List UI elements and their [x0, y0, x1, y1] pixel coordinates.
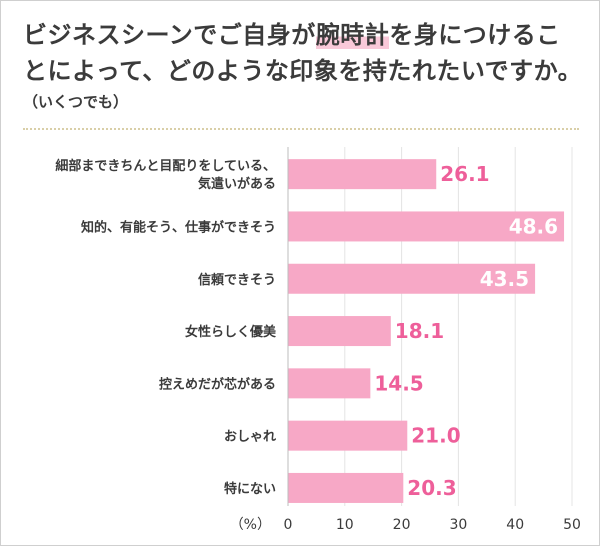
x-tick-label-3: 30	[449, 517, 467, 533]
category-label-0-line-0: 細部まできちんと目配りをしている、	[55, 158, 276, 174]
title-part-1: ビジネスシーンでご自身が	[23, 21, 316, 49]
bar-value-label-3: 18.1	[395, 319, 444, 343]
x-tick-label-1: 10	[336, 517, 354, 533]
category-label-1: 知的、有能そう、仕事ができそう	[81, 219, 276, 235]
bar-value-label-5: 21.0	[411, 424, 460, 448]
x-tick-label-4: 40	[506, 517, 524, 533]
bar-0	[288, 159, 437, 190]
bar-value-label-6: 20.3	[407, 476, 456, 500]
bar-5	[288, 420, 408, 451]
category-label-2: 信頼できそう	[198, 272, 276, 288]
chart-title: ビジネスシーンでご自身が腕時計を身につけることによって、どのような印象を持たれた…	[23, 17, 583, 89]
category-label-3: 女性らしく優美	[185, 324, 277, 340]
x-axis-unit-label: （%）	[230, 517, 271, 533]
title-divider	[23, 128, 579, 130]
bar-4	[288, 368, 371, 399]
x-tick-label-0: 0	[284, 517, 293, 533]
bar-value-label-4: 14.5	[374, 371, 423, 395]
chart-subtitle: （いくつでも）	[23, 93, 129, 111]
bar-2	[288, 263, 536, 294]
bar-value-label-1: 48.6	[509, 214, 558, 238]
x-tick-label-5: 50	[563, 517, 581, 533]
title-part-2: を身につけることによって、どのような印象を持たれたいですか。	[23, 21, 583, 85]
category-label-0-line-1: 気遣いがある	[198, 176, 276, 192]
bar-6	[288, 472, 404, 503]
category-label-5: おしゃれ	[224, 430, 276, 445]
category-label-6: 特にない	[224, 481, 276, 497]
bar-3	[288, 316, 391, 347]
category-label-4: 控えめだが芯がある	[159, 376, 276, 392]
title-highlight: 腕時計	[315, 21, 390, 49]
bar-value-label-0: 26.1	[440, 162, 489, 186]
bar-value-label-2: 43.5	[480, 267, 529, 291]
bar-1	[288, 211, 565, 242]
x-tick-label-2: 20	[393, 517, 411, 533]
